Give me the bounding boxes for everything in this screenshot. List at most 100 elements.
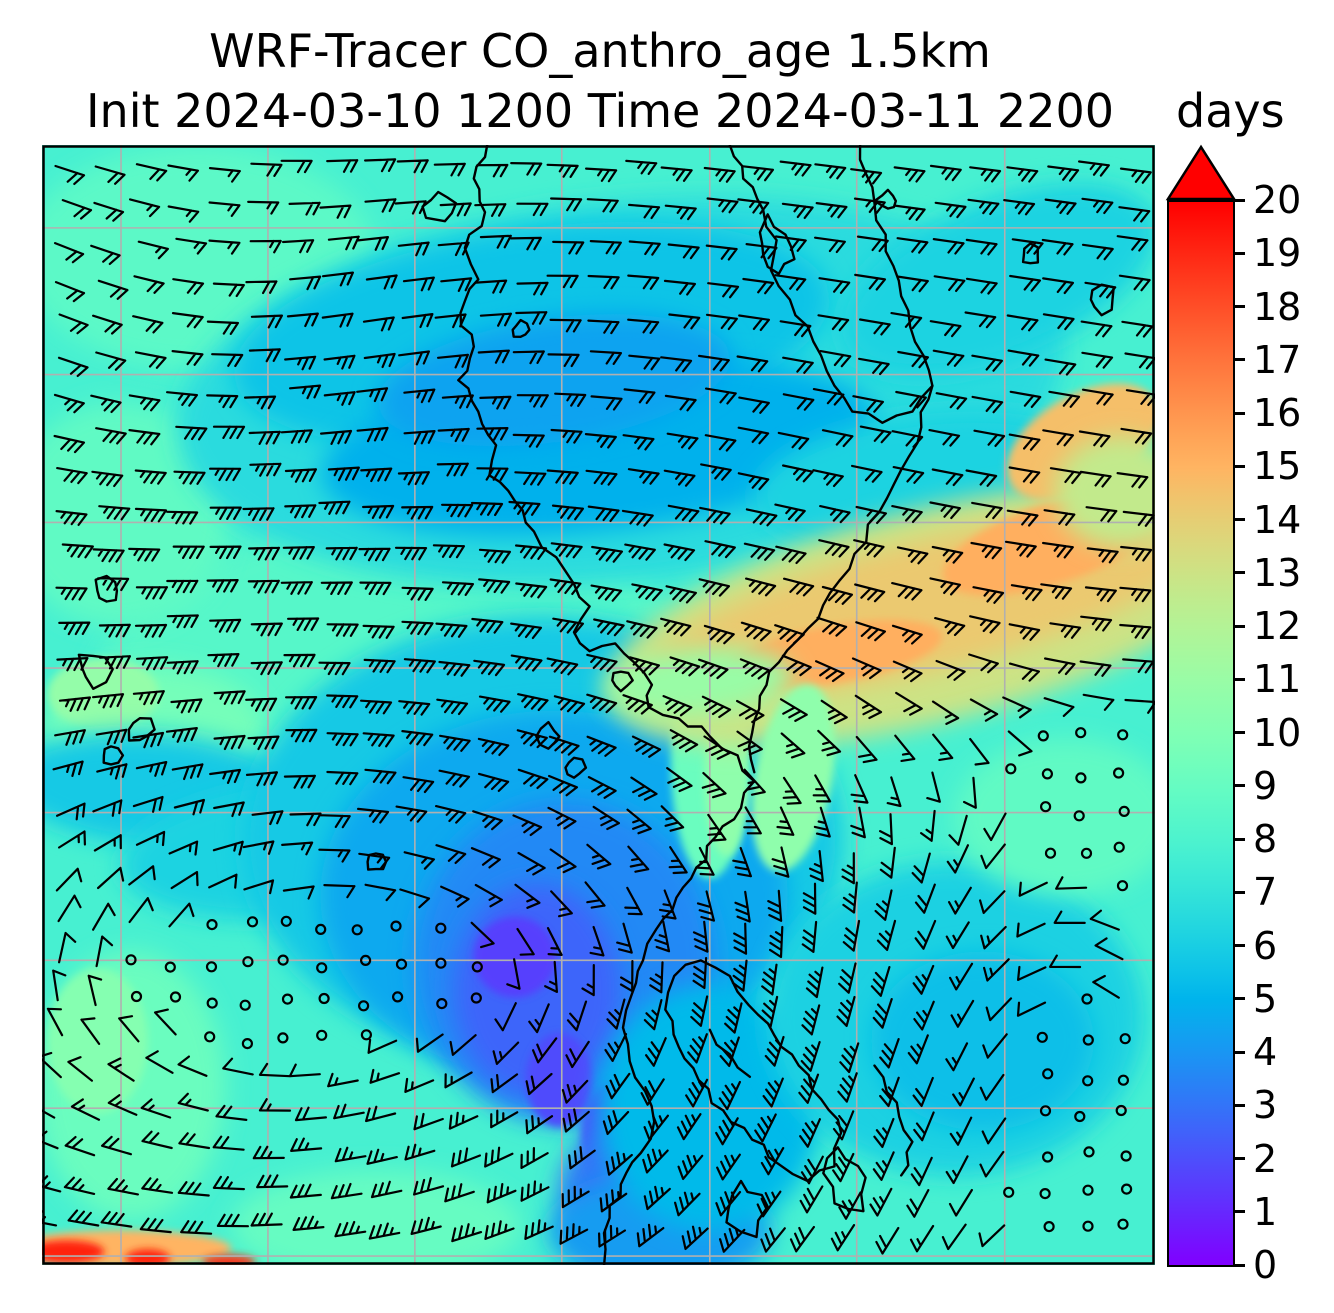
coastline-path <box>728 145 934 424</box>
colorbar-tick-label: 3 <box>1253 1083 1278 1128</box>
colorbar-tickmark <box>1235 731 1245 734</box>
map-content <box>42 145 1155 1265</box>
colorbar-tick-label: 20 <box>1253 178 1302 222</box>
calm-circle <box>1082 1184 1094 1196</box>
calm-circle <box>1082 1075 1094 1087</box>
calm-circle <box>1115 1104 1127 1117</box>
colorbar-tickmark <box>1235 837 1245 841</box>
colorbar-tickmark <box>1235 464 1245 468</box>
calm-circle <box>1039 1105 1052 1117</box>
islet-path <box>102 745 125 766</box>
islet-path <box>511 318 531 338</box>
calm-circle <box>1116 880 1129 892</box>
calm-circle <box>204 1031 216 1043</box>
calm-circle <box>1075 772 1087 784</box>
colorbar-tick-label: 4 <box>1253 1030 1278 1074</box>
calm-circle <box>1117 729 1129 741</box>
colorbar-tickmark <box>1235 784 1245 788</box>
extend-triangle <box>1165 144 1237 201</box>
colorbar-tickmark <box>1235 997 1245 1001</box>
calm-circle <box>277 954 289 966</box>
calm-circle <box>1082 1034 1094 1046</box>
colorbar-tickmark <box>1235 624 1245 628</box>
calm-circle <box>318 992 330 1005</box>
plot-title: WRF-Tracer CO_anthro_age 1.5km <box>209 24 991 78</box>
islet-path <box>564 756 588 779</box>
islet-path <box>611 670 634 693</box>
colorbar-tickmark <box>1235 518 1245 521</box>
colorbar-tickmark <box>1235 358 1245 362</box>
calm-circle <box>392 991 404 1003</box>
colorbar-tick-label: 18 <box>1253 284 1302 329</box>
colorbar-tickmark <box>1235 198 1245 202</box>
tracer-region <box>1054 436 1155 549</box>
tracer-region <box>377 314 731 447</box>
calm-circle <box>125 954 137 966</box>
calm-circle <box>1036 1031 1048 1043</box>
calm-circle <box>471 961 483 973</box>
calm-circle <box>1120 1150 1132 1162</box>
coastline-path <box>708 1028 752 1078</box>
calm-circle <box>1082 1220 1094 1232</box>
calm-circle <box>1039 801 1052 813</box>
calm-circle <box>1043 1220 1055 1233</box>
colorbar <box>1167 200 1235 1267</box>
tracer-region <box>871 951 1094 1131</box>
calm-circle <box>1039 1187 1051 1200</box>
colorbar-tick-label: 16 <box>1253 391 1302 435</box>
coastline-path <box>664 959 843 1183</box>
colorbar-tick-label: 19 <box>1253 231 1302 276</box>
calm-circle <box>358 1000 370 1012</box>
calm-circle <box>435 922 447 934</box>
calm-circle <box>1112 767 1125 779</box>
calm-circle <box>242 956 254 968</box>
calm-circle <box>390 920 402 932</box>
calm-circle <box>351 924 363 936</box>
colorbar-tickmark <box>1235 1103 1245 1107</box>
colorbar-tickmark <box>1235 1157 1245 1160</box>
calm-circles <box>125 727 1133 1233</box>
calm-circle <box>169 991 182 1003</box>
map-axes <box>42 145 1155 1265</box>
wind-barbs-layer <box>42 158 1155 1255</box>
colorbar-tickmark <box>1235 890 1245 894</box>
colorbar-tick-label: 6 <box>1253 923 1278 968</box>
tracer-region <box>473 916 557 998</box>
colorbar-tickmark <box>1235 251 1245 255</box>
calm-circle <box>1081 993 1093 1005</box>
coastline-path <box>822 1146 867 1213</box>
calm-circle <box>470 992 482 1004</box>
colorbar-tick-label: 8 <box>1253 817 1278 861</box>
calm-circle <box>360 1029 372 1041</box>
calm-circle <box>1113 841 1125 853</box>
coastline-path <box>747 384 934 774</box>
plot-subtitle: Init 2024-03-10 1200 Time 2024-03-11 220… <box>85 84 1114 138</box>
tracer-region <box>751 683 836 872</box>
calm-circle <box>316 962 328 974</box>
calm-circle <box>1120 1183 1133 1195</box>
calm-circle <box>435 957 447 969</box>
calm-circle <box>1119 1033 1131 1045</box>
tracer-region <box>841 183 1155 376</box>
calm-circle <box>360 954 372 967</box>
calm-circle <box>277 1032 289 1044</box>
colorbar-tickmark <box>1235 1263 1245 1267</box>
colorbar-tick-label: 13 <box>1253 550 1302 595</box>
coastline-path <box>758 213 796 275</box>
calm-circle <box>239 999 251 1011</box>
coastline-path <box>873 1064 914 1177</box>
calm-circle <box>395 958 408 970</box>
tracer-region <box>42 1240 105 1263</box>
calm-circle <box>1117 1218 1129 1230</box>
tracer-region <box>47 658 159 730</box>
colorbar-tick-label: 14 <box>1253 497 1302 542</box>
calm-circle <box>1075 727 1087 739</box>
colorbar-tickmark <box>1235 571 1245 575</box>
colorbar-tick-label: 5 <box>1253 976 1278 1021</box>
colorbar-tick-label: 9 <box>1253 763 1278 808</box>
calm-circle <box>241 1037 253 1050</box>
calm-circle <box>164 961 176 973</box>
calm-circle <box>316 1029 328 1041</box>
colorbar-tick-label: 0 <box>1253 1243 1278 1287</box>
